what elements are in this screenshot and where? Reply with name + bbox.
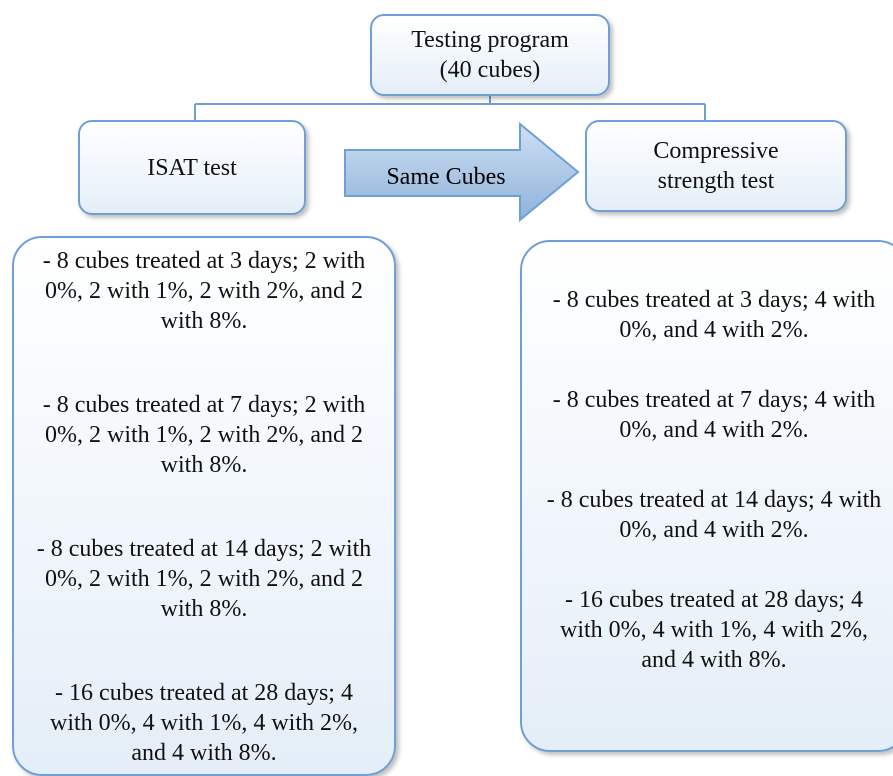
list-item: - 8 cubes treated at 3 days; 4 with 0%, … <box>552 287 876 343</box>
node-box: ISAT test <box>78 120 306 215</box>
list-item: - 8 cubes treated at 14 days; 2 with 0%,… <box>36 536 372 622</box>
list-item: - 8 cubes treated at 3 days; 2 with 0%, … <box>42 248 366 334</box>
list-item: - 8 cubes treated at 7 days; 2 with 0%, … <box>42 392 366 478</box>
top-box: Testing program (40 cubes) <box>370 14 610 96</box>
node-box: Compressive strength test <box>585 120 847 212</box>
title: Testing program <box>411 27 569 53</box>
node-label: ISAT test <box>147 154 237 181</box>
subtitle: (40 cubes) <box>439 57 541 83</box>
arrow-label: Same Cubes <box>386 164 505 190</box>
list-item: - 16 cubes treated at 28 days; 4 with 0%… <box>50 680 358 766</box>
list-box: - 8 cubes treated at 3 days; 4 with 0%, … <box>520 240 893 752</box>
page: Same Cubes Testing program (40 cubes) IS… <box>12 14 893 776</box>
arrow <box>344 121 580 223</box>
connectors: Same Cubes <box>194 96 706 223</box>
list-item: - 8 cubes treated at 14 days; 4 with 0%,… <box>546 487 882 543</box>
list-box: - 8 cubes treated at 3 days; 2 with 0%, … <box>12 236 396 776</box>
list-item: - 16 cubes treated at 28 days; 4 with 0%… <box>560 587 868 673</box>
list-item: - 8 cubes treated at 7 days; 4 with 0%, … <box>552 387 876 443</box>
node-label: Compressive strength test <box>653 138 779 194</box>
